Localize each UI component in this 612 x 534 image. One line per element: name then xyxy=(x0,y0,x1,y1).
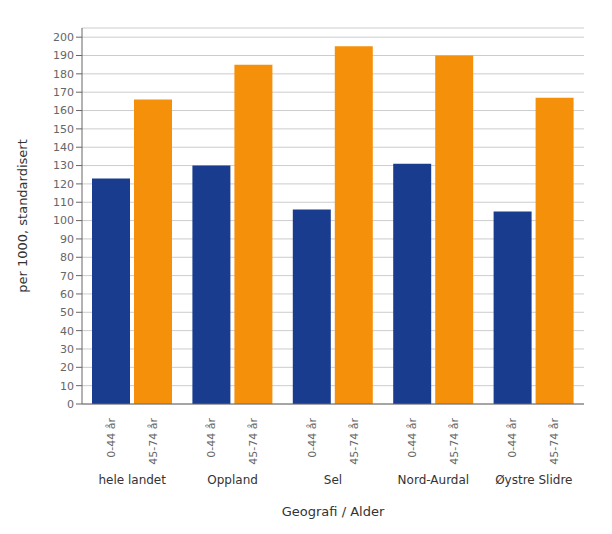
svg-text:140: 140 xyxy=(53,141,74,154)
svg-text:Geografi / Alder: Geografi / Alder xyxy=(282,504,385,519)
svg-text:200: 200 xyxy=(53,31,74,44)
svg-text:70: 70 xyxy=(60,270,74,283)
svg-text:0-44 år: 0-44 år xyxy=(205,418,218,458)
svg-text:per 1000, standardisert: per 1000, standardisert xyxy=(15,139,30,293)
svg-text:45-74 år: 45-74 år xyxy=(448,418,461,465)
svg-text:45-74 år: 45-74 år xyxy=(147,418,160,465)
svg-text:50: 50 xyxy=(60,306,74,319)
svg-text:hele landet: hele landet xyxy=(98,473,166,487)
svg-text:100: 100 xyxy=(53,214,74,227)
svg-text:20: 20 xyxy=(60,361,74,374)
svg-text:120: 120 xyxy=(53,178,74,191)
svg-text:150: 150 xyxy=(53,123,74,136)
svg-text:60: 60 xyxy=(60,288,74,301)
svg-text:0: 0 xyxy=(67,398,74,411)
svg-text:80: 80 xyxy=(60,251,74,264)
svg-text:0-44 år: 0-44 år xyxy=(406,418,419,458)
svg-text:130: 130 xyxy=(53,159,74,172)
svg-text:0-44 år: 0-44 år xyxy=(306,418,319,458)
svg-text:Sel: Sel xyxy=(324,473,342,487)
svg-text:Øystre Slidre: Øystre Slidre xyxy=(495,473,572,487)
svg-text:30: 30 xyxy=(60,343,74,356)
svg-text:90: 90 xyxy=(60,233,74,246)
svg-text:45-74 år: 45-74 år xyxy=(348,418,361,465)
svg-text:40: 40 xyxy=(60,325,74,338)
svg-text:45-74 år: 45-74 år xyxy=(548,418,561,465)
svg-text:0-44 år: 0-44 år xyxy=(506,418,519,458)
svg-text:170: 170 xyxy=(53,86,74,99)
svg-text:0-44 år: 0-44 år xyxy=(105,418,118,458)
svg-text:160: 160 xyxy=(53,104,74,117)
svg-text:45-74 år: 45-74 år xyxy=(247,418,260,465)
svg-text:180: 180 xyxy=(53,68,74,81)
svg-text:10: 10 xyxy=(60,380,74,393)
svg-text:Oppland: Oppland xyxy=(207,473,258,487)
svg-text:110: 110 xyxy=(53,196,74,209)
svg-text:Nord-Aurdal: Nord-Aurdal xyxy=(398,473,470,487)
svg-text:190: 190 xyxy=(53,49,74,62)
